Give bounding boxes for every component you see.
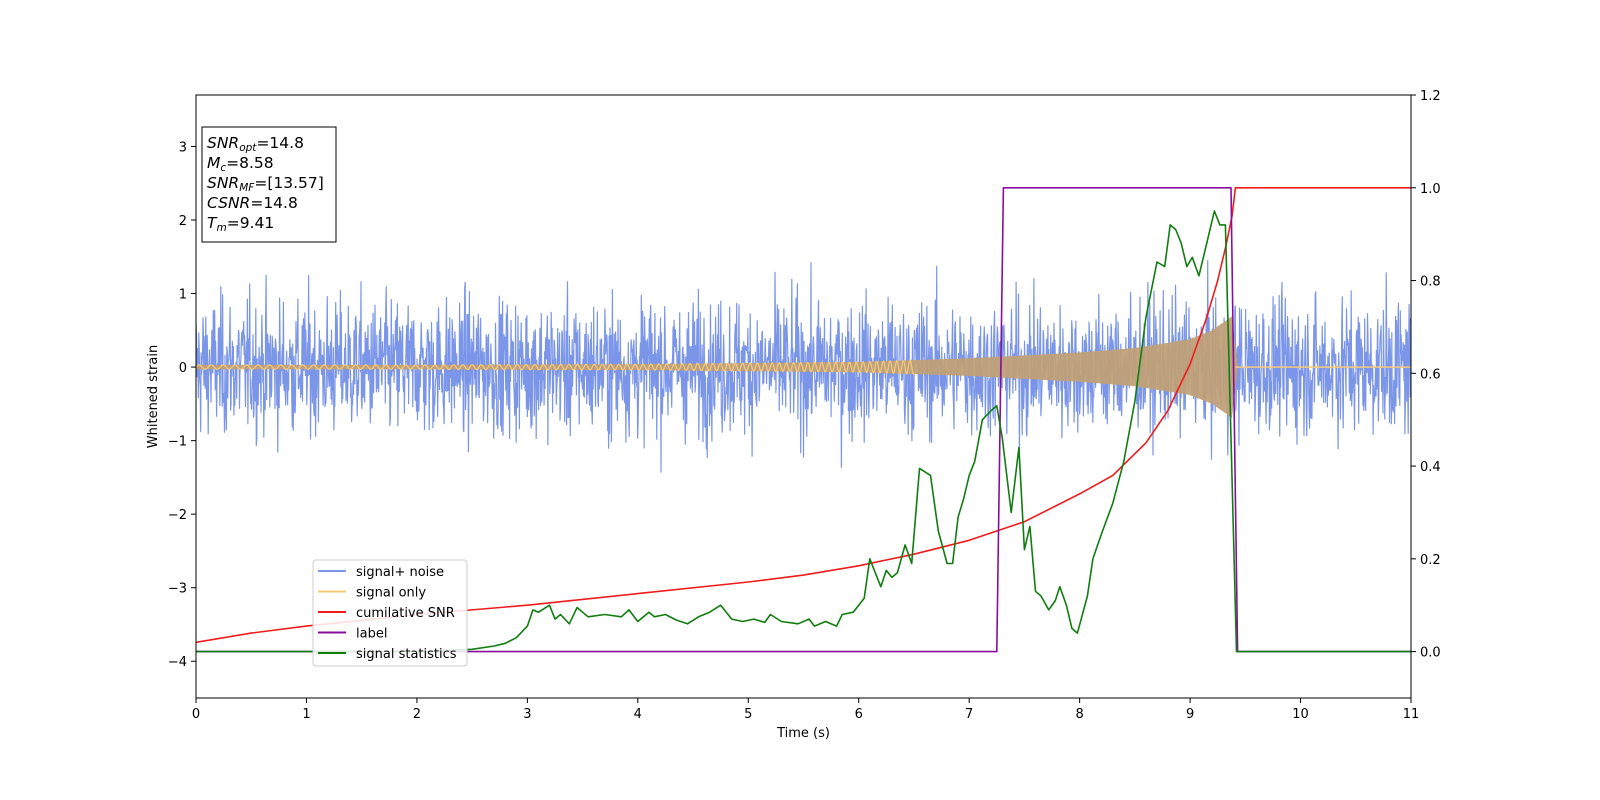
info-box: SNRopt=14.8Mc=8.58SNRMF=[13.57]CSNR=14.8… xyxy=(201,126,337,243)
x-tick-label: 1 xyxy=(302,707,310,722)
plot-area xyxy=(196,187,1411,653)
x-axis: 0 1 2 3 4 5 6 7 8 9 10 11 xyxy=(192,698,1419,722)
y2-tick-label: 1.0 xyxy=(1420,182,1441,197)
x-tick-label: 8 xyxy=(1075,707,1083,722)
legend-entry: label xyxy=(356,627,387,642)
x-tick-label: 2 xyxy=(413,707,421,722)
y2-tick-label: 1.2 xyxy=(1420,89,1441,104)
legend-entry: signal statistics xyxy=(356,647,457,662)
legend-frame xyxy=(312,559,468,667)
x-axis-label: Time (s) xyxy=(776,726,830,741)
series-signal-only-band xyxy=(196,316,1411,418)
info-box-line: CSNR=14.8 xyxy=(207,194,298,212)
x-tick-label: 4 xyxy=(634,707,642,722)
x-tick-label: 5 xyxy=(744,707,752,722)
axes-frame xyxy=(195,94,1412,699)
legend-entry: cumilative SNR xyxy=(356,606,455,621)
y-tick-label: 0 xyxy=(179,361,187,376)
y-tick-label: 2 xyxy=(179,214,187,229)
info-box-line: SNRopt=14.8 xyxy=(207,134,304,154)
x-tick-label: 3 xyxy=(523,707,531,722)
y-tick-label: −3 xyxy=(168,582,187,597)
y-tick-label: −1 xyxy=(168,435,187,450)
y-axis-left: −4 −3 −2 −1 0 1 2 3 xyxy=(168,140,196,670)
y-tick-label: 3 xyxy=(179,140,187,155)
info-box-line: Mc=8.58 xyxy=(207,154,274,174)
x-tick-label: 0 xyxy=(192,707,200,722)
y2-tick-label: 0.2 xyxy=(1420,553,1441,568)
legend-entry: signal only xyxy=(356,586,426,601)
y2-tick-label: 0.8 xyxy=(1420,275,1441,290)
x-tick-label: 9 xyxy=(1186,707,1194,722)
y2-tick-label: 0.0 xyxy=(1420,646,1441,661)
y-axis-label: Whitened strain xyxy=(146,345,161,448)
info-box-line: SNRMF=[13.57] xyxy=(207,174,324,194)
legend: signal+ noise signal only cumilative SNR la… xyxy=(312,559,468,667)
x-tick-label: 7 xyxy=(965,707,973,722)
series-signal-statistics-line xyxy=(196,210,1411,653)
y-tick-label: −4 xyxy=(168,655,187,670)
y2-tick-label: 0.4 xyxy=(1420,460,1441,475)
info-box-line: Tm=9.41 xyxy=(207,214,274,234)
x-tick-label: 11 xyxy=(1403,707,1420,722)
y2-tick-label: 0.6 xyxy=(1420,367,1441,382)
y-tick-label: −2 xyxy=(168,508,187,523)
series-signal-only-line xyxy=(196,359,915,376)
y-axis-right: 0.0 0.2 0.4 0.6 0.8 1.0 1.2 xyxy=(1411,89,1441,661)
y-tick-label: 1 xyxy=(179,288,187,303)
legend-entry: signal+ noise xyxy=(356,565,444,580)
series-cumilative-snr-line xyxy=(196,187,1411,644)
x-tick-label: 6 xyxy=(855,707,863,722)
x-tick-label: 10 xyxy=(1292,707,1309,722)
info-box-frame xyxy=(201,126,337,243)
